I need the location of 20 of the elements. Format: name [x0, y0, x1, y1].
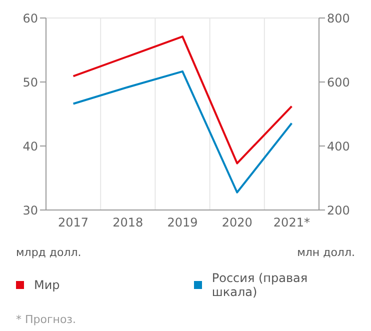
- y-axis-title: млрд долл.: [16, 246, 82, 259]
- legend-label: Мир: [34, 278, 60, 292]
- y2-tick-label: 400: [327, 139, 350, 154]
- x-tick-label: 2021*: [273, 216, 310, 230]
- y2-tick-label: 600: [327, 75, 350, 90]
- y-tick-label: 30: [22, 203, 38, 218]
- y-tick-label: 40: [22, 139, 38, 154]
- y-tick-label: 60: [22, 11, 38, 26]
- x-tick-label: 2017: [58, 216, 89, 230]
- y2-axis-title: млн долл.: [297, 246, 355, 259]
- line-series: [72, 36, 293, 164]
- y-tick-label: 50: [22, 75, 38, 90]
- line-series: [72, 70, 293, 194]
- x-tick-label: 2018: [112, 216, 144, 230]
- x-tick-label: 2020: [222, 216, 252, 230]
- y2-tick-label: 800: [327, 11, 350, 26]
- x-tick-label: 2019: [167, 216, 198, 230]
- text: * Прогноз.: [15, 312, 78, 326]
- legend-label: Россия (правая шкала): [212, 271, 309, 299]
- y2-tick-label: 200: [327, 203, 350, 218]
